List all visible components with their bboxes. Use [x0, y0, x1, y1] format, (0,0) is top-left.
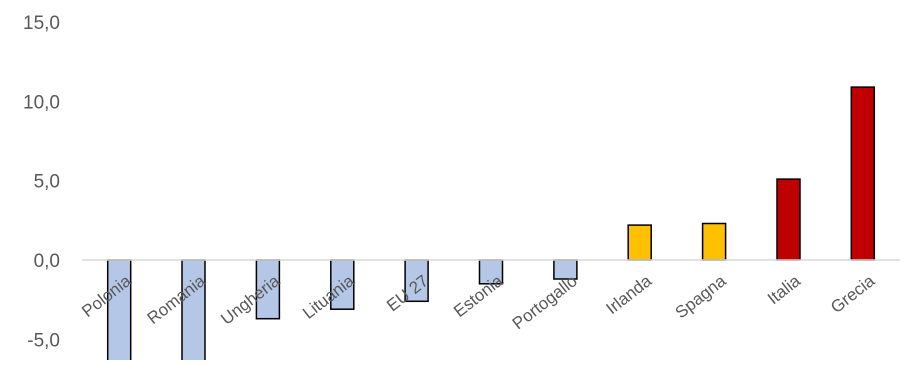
bars-layer — [106, 86, 876, 364]
x-tick-label: Irlanda — [603, 271, 656, 318]
x-tick-label: Portogallo — [509, 271, 581, 333]
y-tick-label: 15,0 — [23, 13, 60, 34]
bar-grecia — [850, 86, 876, 261]
y-axis-ticks: 15,0 10,0 5,0 0,0 -5,0 — [23, 13, 60, 351]
bar-irlanda — [627, 224, 652, 261]
y-tick-label: 10,0 — [23, 92, 60, 113]
y-tick-label: 5,0 — [34, 172, 60, 193]
y-tick-label: -5,0 — [27, 330, 60, 351]
x-tick-label: Estonia — [450, 271, 507, 321]
bar-italia — [776, 178, 801, 261]
bar-spagna — [701, 222, 727, 261]
x-tick-label: Italia — [764, 271, 804, 308]
x-tick-label: Spagna — [672, 271, 730, 322]
x-tick-label: Grecia — [827, 271, 879, 317]
y-tick-label: 0,0 — [34, 251, 60, 272]
